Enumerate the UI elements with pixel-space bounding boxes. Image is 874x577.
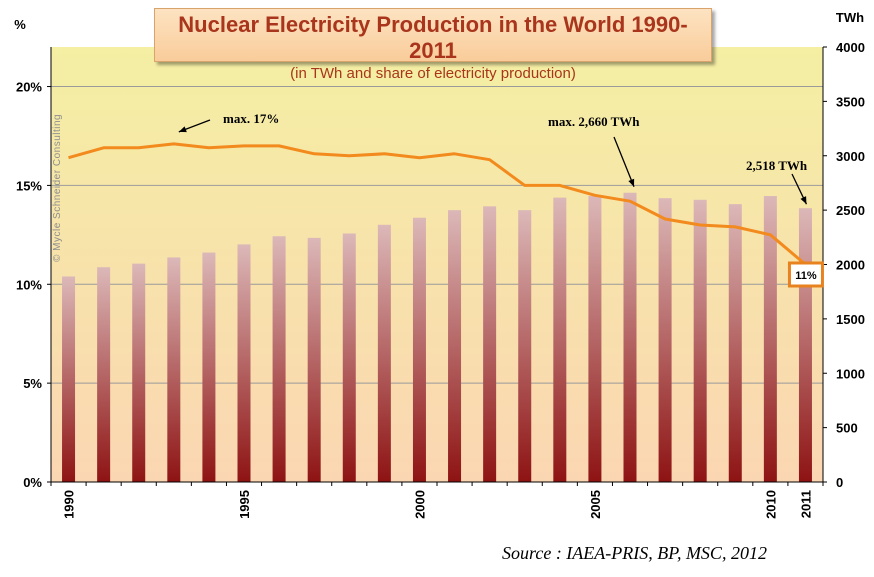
bar-2004 bbox=[553, 197, 567, 482]
bar-2007 bbox=[658, 198, 672, 482]
share-line bbox=[68, 142, 807, 266]
bar-2008 bbox=[693, 199, 707, 482]
x-tick-label-1990: 1990 bbox=[62, 490, 77, 519]
annotation-max-share: max. 17% bbox=[223, 111, 279, 126]
right-tick-label: 4000 bbox=[836, 40, 865, 55]
annotation-2011-share-box bbox=[787, 261, 824, 288]
bar-2005 bbox=[588, 195, 602, 483]
annotation-2011-share: 11% bbox=[795, 270, 817, 282]
right-tick-label: 0 bbox=[836, 475, 843, 490]
left-tick-label: 20% bbox=[16, 80, 42, 95]
bar-2006 bbox=[623, 192, 637, 482]
right-tick-label: 1000 bbox=[836, 366, 865, 381]
left-tick-label: 15% bbox=[16, 178, 42, 193]
share-line-path bbox=[68, 142, 807, 266]
right-tick-label: 2000 bbox=[836, 258, 865, 273]
bar-1997 bbox=[307, 237, 321, 482]
arrow-max-production bbox=[613, 136, 635, 187]
left-tick-label: 0% bbox=[23, 475, 42, 490]
bar-1991 bbox=[97, 267, 111, 482]
bar-2011 bbox=[798, 208, 812, 483]
plot-area bbox=[51, 47, 823, 482]
left-axis-label: % bbox=[14, 17, 26, 32]
annotation-2011-production: 2,518 TWh bbox=[746, 158, 808, 173]
bar-1994 bbox=[202, 252, 216, 482]
left-tick-label: 10% bbox=[16, 277, 42, 292]
bar-1996 bbox=[272, 236, 286, 482]
right-axis-label: TWh bbox=[836, 10, 864, 25]
tick-labels: 0% 5% 10% 15% 20% 0 500 1000 1500 2000 2500 3000 350… bbox=[14, 10, 865, 519]
bars bbox=[62, 192, 812, 483]
bar-2002 bbox=[483, 206, 497, 482]
right-tick-label: 3500 bbox=[836, 94, 865, 109]
x-tick-label-1995: 1995 bbox=[237, 490, 252, 519]
bar-1998 bbox=[342, 233, 356, 482]
copyright-watermark: © Mycle Schneider Consulting bbox=[52, 113, 63, 262]
arrow-max-share-head bbox=[178, 126, 187, 133]
bar-1995 bbox=[237, 244, 251, 482]
x-tick-label-2010: 2010 bbox=[763, 490, 778, 519]
arrow-max-production-head bbox=[628, 178, 635, 187]
chart-title-box: Nuclear Electricity Production in the Wo… bbox=[154, 8, 712, 82]
x-tick-label-2000: 2000 bbox=[412, 490, 427, 519]
bar-2010 bbox=[763, 195, 777, 483]
source-note: Source : IAEA-PRIS, BP, MSC, 2012 bbox=[502, 543, 767, 563]
right-tick-label: 500 bbox=[836, 421, 858, 436]
bar-1993 bbox=[167, 257, 181, 482]
x-tick-label-2011: 2011 bbox=[798, 490, 813, 518]
bar-1992 bbox=[132, 263, 146, 482]
annotations: max. 17% max. 2,660 TWh 2,518 TWh 11% bbox=[178, 111, 824, 288]
bar-2000 bbox=[412, 217, 426, 483]
arrow-2011-production-head bbox=[800, 196, 807, 205]
x-tick-label-2005: 2005 bbox=[588, 490, 603, 519]
chart-subtitle: (in TWh and share of electricity product… bbox=[290, 65, 576, 82]
bar-1999 bbox=[377, 224, 391, 482]
bar-1990 bbox=[62, 276, 76, 482]
annotation-max-production: max. 2,660 TWh bbox=[548, 114, 640, 129]
bar-2009 bbox=[728, 204, 742, 483]
chart-title: Nuclear Electricity Production in the Wo… bbox=[178, 12, 688, 63]
bar-2003 bbox=[518, 210, 532, 482]
left-tick-label: 5% bbox=[23, 376, 42, 391]
right-tick-label: 3000 bbox=[836, 149, 865, 164]
bar-2001 bbox=[448, 210, 462, 482]
right-tick-label: 1500 bbox=[836, 312, 865, 327]
right-tick-label: 2500 bbox=[836, 203, 865, 218]
